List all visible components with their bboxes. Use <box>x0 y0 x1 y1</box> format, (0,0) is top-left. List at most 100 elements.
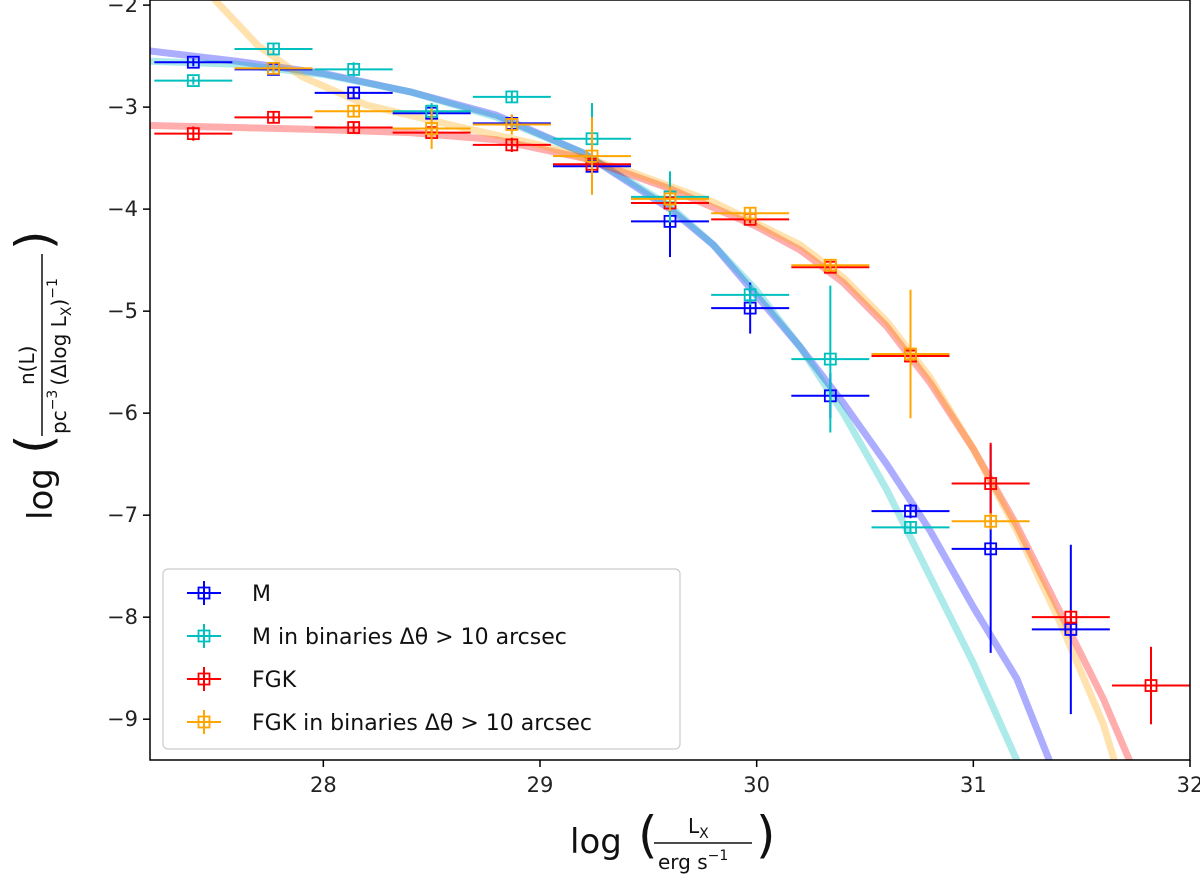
data-point-series1-7 <box>711 284 790 306</box>
fit-curves <box>150 0 1133 760</box>
point-marker <box>663 192 677 206</box>
y-label-close-paren: ) <box>5 230 63 250</box>
legend-entry-2: FGK <box>187 667 297 693</box>
y-tick-label: −2 <box>107 0 138 17</box>
y-label-open-paren: ( <box>5 434 63 454</box>
data-point-series2-12 <box>1112 646 1190 725</box>
x-tick-label: 32 <box>1177 773 1200 797</box>
data-points <box>154 42 1190 725</box>
legend-marker <box>197 586 211 600</box>
point-marker <box>904 504 917 518</box>
y-axis-label: log ( n(L) pc−3(Δlog LX)−1 ) <box>5 230 75 520</box>
x-axis-label: log ( LX erg s−1 ) <box>570 806 776 874</box>
y-label-log: log <box>21 468 61 520</box>
legend-entry-1: M in binaries Δθ > 10 arcsec <box>187 624 567 650</box>
point-marker <box>186 55 200 69</box>
fit-curve-3 <box>211 0 1118 760</box>
data-point-series3-3 <box>472 114 551 135</box>
point-marker <box>505 138 519 152</box>
x-tick-label: 28 <box>310 773 337 797</box>
data-point-series2-0 <box>154 126 233 141</box>
y-tick-label: −6 <box>107 401 138 425</box>
point-marker <box>505 90 519 104</box>
data-point-series3-1 <box>314 104 393 118</box>
y-tick-label: −3 <box>107 95 138 119</box>
data-point-series3-7 <box>791 258 870 272</box>
data-point-series0-9 <box>871 503 950 519</box>
point-marker <box>1144 679 1158 692</box>
legend-label: M <box>252 582 271 607</box>
y-axis: −2 −3 −4 −5 −6 −7 −8 −9 <box>107 0 150 731</box>
y-label-denominator: pc−3(Δlog LX)−1 <box>45 278 75 434</box>
y-tick-label: −7 <box>107 503 138 527</box>
legend-box <box>162 568 681 750</box>
y-tick-label: −9 <box>107 707 138 731</box>
data-point-series3-2 <box>392 108 471 149</box>
x-tick-label: 30 <box>743 773 770 797</box>
point-marker <box>984 514 998 528</box>
x-label-log: log <box>570 822 622 862</box>
fit-curve-2 <box>150 122 1133 760</box>
data-point-series3-9 <box>951 513 1030 530</box>
data-point-series2-1 <box>234 110 313 124</box>
point-marker <box>347 121 361 134</box>
data-point-series2-10 <box>951 442 1030 525</box>
point-marker <box>425 122 439 135</box>
data-point-series3-0 <box>234 61 313 75</box>
data-point-series3-4 <box>553 117 631 195</box>
point-marker <box>267 110 280 124</box>
point-marker <box>904 347 917 361</box>
data-point-series0-0 <box>154 55 233 69</box>
legend-marker <box>197 629 211 643</box>
point-marker <box>186 127 200 141</box>
data-point-series1-1 <box>234 42 313 56</box>
data-point-series1-2 <box>314 62 393 77</box>
data-point-series1-4 <box>472 90 551 104</box>
y-label-numerator: n(L) <box>15 346 39 385</box>
x-tick-label: 31 <box>960 773 987 797</box>
data-point-series2-4 <box>472 137 551 152</box>
legend-marker <box>197 715 211 729</box>
point-marker <box>267 42 280 56</box>
point-marker <box>347 62 361 76</box>
data-point-series1-9 <box>871 521 950 534</box>
data-point-series1-0 <box>154 74 233 87</box>
point-marker <box>743 288 757 302</box>
point-marker <box>1064 610 1078 624</box>
point-marker <box>904 521 917 534</box>
point-marker <box>347 86 361 100</box>
x-label-open-paren: ( <box>638 806 658 864</box>
legend-entry-0: M <box>187 581 271 607</box>
y-tick-label: −5 <box>107 299 138 323</box>
x-label-numerator: LX <box>688 814 709 842</box>
data-point-series3-5 <box>631 186 709 212</box>
x-tick-label: 29 <box>527 773 554 797</box>
data-point-series1-8 <box>791 285 870 433</box>
x-axis: 28 29 30 31 32 <box>310 760 1200 797</box>
x-label-denominator: erg s−1 <box>658 848 728 874</box>
fit-curve-0 <box>150 47 1053 760</box>
fit-curve-1 <box>150 57 1021 760</box>
point-marker <box>186 74 200 87</box>
legend-label: FGK <box>252 668 297 693</box>
legend-label: M in binaries Δθ > 10 arcsec <box>252 625 567 650</box>
plot-frame <box>149 0 1191 761</box>
data-point-series3-8 <box>871 289 950 419</box>
point-marker <box>505 118 519 131</box>
point-marker <box>347 104 361 118</box>
data-point-series2-11 <box>1031 610 1110 625</box>
legend: M M in binaries Δθ > 10 arcsec FGK FGK in b… <box>162 568 681 750</box>
y-tick-label: −4 <box>107 197 138 221</box>
point-marker <box>743 206 757 220</box>
data-point-series0-2 <box>314 86 393 100</box>
point-marker <box>267 61 280 75</box>
x-label-close-paren: ) <box>756 806 776 864</box>
point-marker <box>984 542 998 556</box>
point-marker <box>984 477 998 490</box>
point-marker <box>585 149 599 163</box>
point-marker <box>823 352 837 366</box>
data-point-series2-2 <box>314 121 393 134</box>
point-marker <box>823 258 837 272</box>
y-tick-label: −8 <box>107 605 138 629</box>
